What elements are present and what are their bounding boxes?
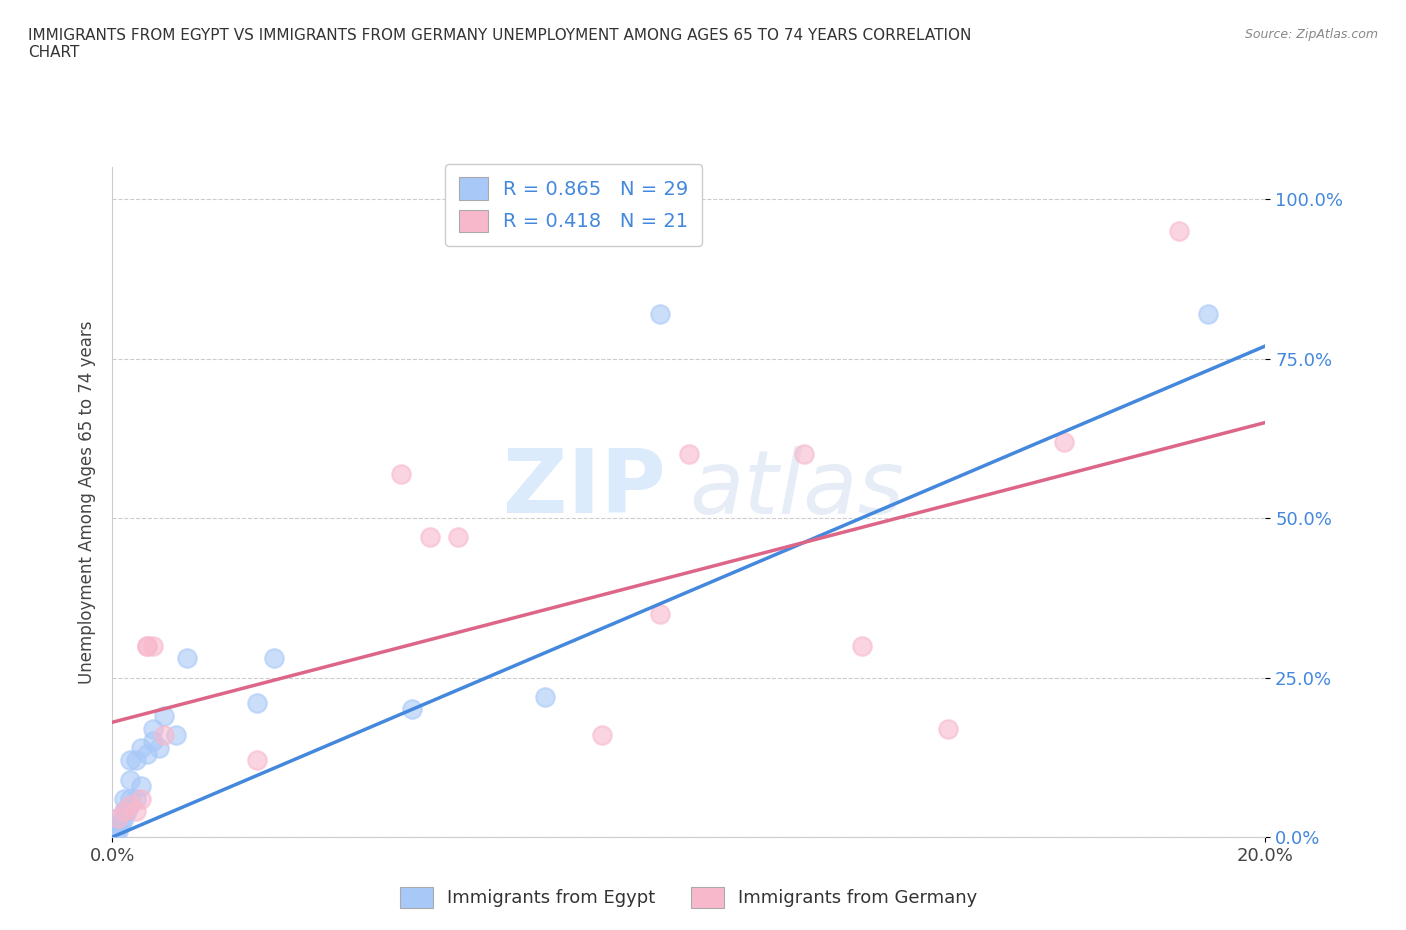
Text: atlas: atlas [689,445,904,532]
Point [118,798,141,813]
Point [148,740,170,755]
Point [245,753,267,768]
Point [107,817,129,831]
Point [112,804,135,819]
Point [419,530,441,545]
Point [851,638,873,653]
Point [142,734,165,749]
Point [107,823,129,838]
Point [401,702,423,717]
Point [447,530,470,545]
Y-axis label: Unemployment Among Ages 65 to 74 years: Unemployment Among Ages 65 to 74 years [77,321,96,684]
Point [142,638,165,653]
Point [115,804,138,819]
Point [124,791,146,806]
Point [678,447,700,462]
Point [136,638,159,653]
Point [592,727,614,742]
Point [129,778,153,793]
Text: Source: ZipAtlas.com: Source: ZipAtlas.com [1244,28,1378,41]
Point [112,810,135,825]
Point [136,638,159,653]
Point [112,804,135,819]
Point [107,810,129,825]
Point [1197,307,1219,322]
Point [129,791,153,806]
Text: ZIP: ZIP [503,445,666,532]
Point [389,466,412,481]
Point [118,772,141,787]
Point [1052,434,1074,449]
Point [112,791,135,806]
Point [136,747,159,762]
Point [142,721,165,736]
Point [107,810,129,825]
Legend: Immigrants from Egypt, Immigrants from Germany: Immigrants from Egypt, Immigrants from G… [392,880,986,915]
Point [245,696,267,711]
Point [648,307,672,322]
Point [793,447,815,462]
Point [104,827,127,842]
Point [165,727,187,742]
Point [263,651,285,666]
Point [118,791,141,806]
Point [153,709,176,724]
Point [110,817,132,831]
Point [153,727,176,742]
Point [124,804,146,819]
Point [1167,224,1189,239]
Point [936,721,959,736]
Point [118,753,141,768]
Point [533,689,555,704]
Point [648,606,672,621]
Text: IMMIGRANTS FROM EGYPT VS IMMIGRANTS FROM GERMANY UNEMPLOYMENT AMONG AGES 65 TO 7: IMMIGRANTS FROM EGYPT VS IMMIGRANTS FROM… [28,28,972,60]
Point [176,651,198,666]
Point [124,753,146,768]
Point [129,740,153,755]
